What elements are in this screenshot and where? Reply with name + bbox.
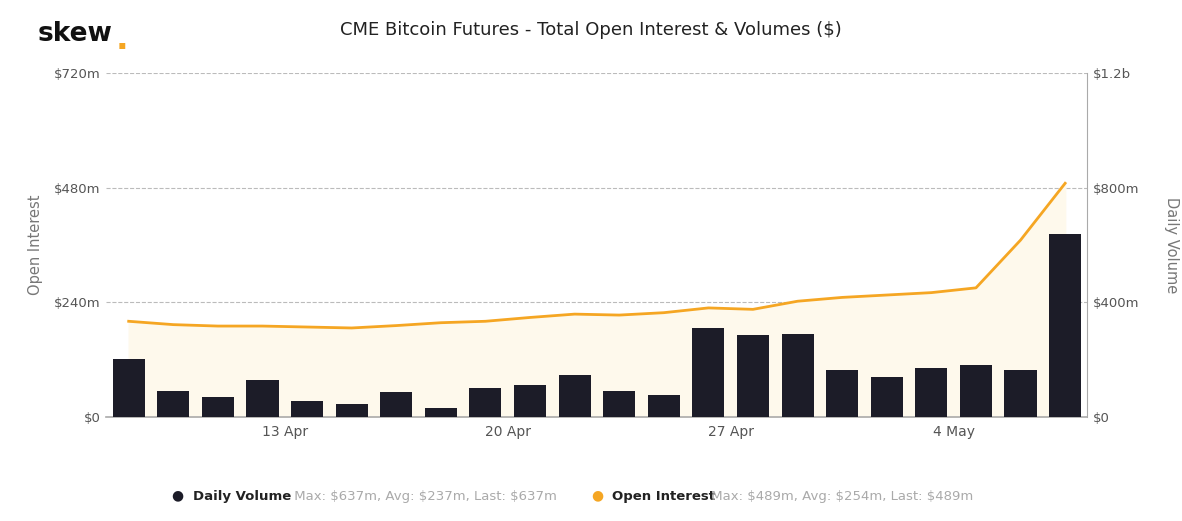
Bar <box>424 408 457 417</box>
Bar <box>603 391 635 417</box>
Bar <box>781 333 813 417</box>
Text: CME Bitcoin Futures - Total Open Interest & Volumes ($): CME Bitcoin Futures - Total Open Interes… <box>340 21 842 39</box>
Bar <box>559 375 591 417</box>
Text: Open Interest: Open Interest <box>612 490 715 503</box>
Text: ●: ● <box>171 489 183 503</box>
Bar <box>469 388 501 417</box>
Text: Max: $637m, Avg: $237m, Last: $637m: Max: $637m, Avg: $237m, Last: $637m <box>290 490 557 503</box>
Bar <box>960 365 992 417</box>
Bar <box>157 391 189 417</box>
Text: .: . <box>116 23 129 56</box>
Bar <box>1005 369 1037 417</box>
Bar <box>648 395 680 417</box>
Bar <box>1050 234 1082 417</box>
Bar <box>915 368 948 417</box>
Bar <box>871 377 903 417</box>
Y-axis label: Daily Volume: Daily Volume <box>1164 197 1180 293</box>
Bar <box>202 397 234 417</box>
Bar <box>736 335 769 417</box>
Bar <box>112 359 144 417</box>
Text: ●: ● <box>591 489 603 503</box>
Text: Daily Volume: Daily Volume <box>193 490 291 503</box>
Text: Max: $489m, Avg: $254m, Last: $489m: Max: $489m, Avg: $254m, Last: $489m <box>707 490 973 503</box>
Bar <box>291 401 323 417</box>
Y-axis label: Open Interest: Open Interest <box>28 195 43 295</box>
Bar <box>381 392 413 417</box>
Bar <box>693 328 725 417</box>
Bar <box>826 369 858 417</box>
Bar <box>246 379 279 417</box>
Bar <box>514 386 546 417</box>
Text: skew: skew <box>38 21 112 47</box>
Bar <box>336 404 368 417</box>
